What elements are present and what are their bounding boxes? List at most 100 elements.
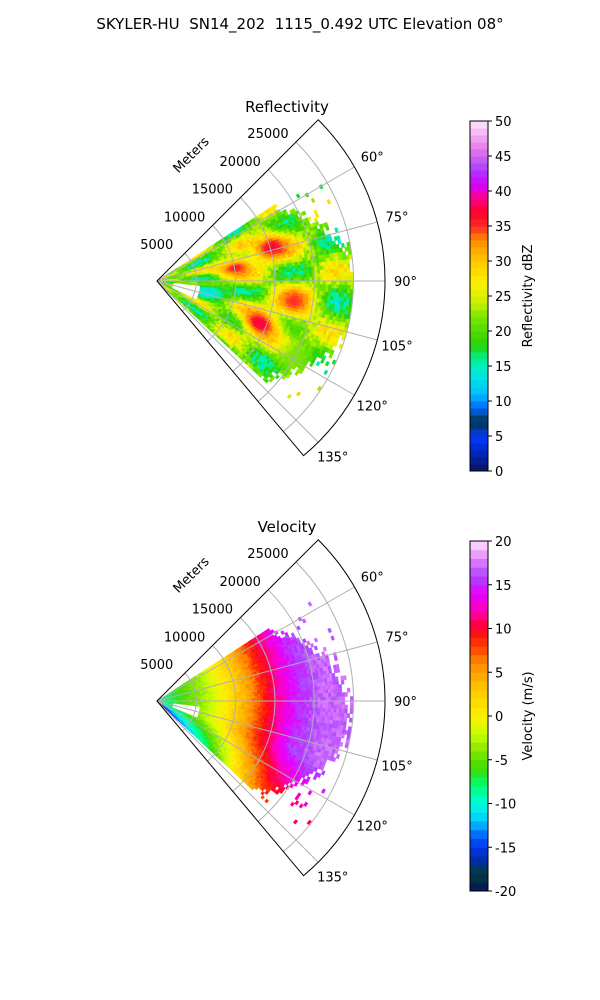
- angle-tick-label: 135°: [317, 451, 348, 466]
- angle-tick-label: 120°: [357, 399, 388, 414]
- angle-tick-label: 75°: [386, 631, 409, 646]
- colorbar-level: [470, 289, 488, 297]
- angle-tick-label: 60°: [361, 571, 384, 586]
- colorbar-level: [470, 759, 488, 769]
- colorbar-tick-label: 50: [495, 115, 512, 130]
- colorbar-level: [470, 261, 488, 269]
- colorbar-level: [470, 864, 488, 874]
- azimuth-line: [156, 221, 378, 282]
- radial-tick-label: 5000: [140, 658, 173, 673]
- colorbar-level: [470, 296, 488, 304]
- colorbar-label: Velocity (m/s): [521, 671, 536, 760]
- colorbar-level: [470, 212, 488, 220]
- colorbar-level: [470, 646, 488, 656]
- colorbar-level: [470, 170, 488, 178]
- colorbar-level: [470, 637, 488, 647]
- azimuth-line: [156, 700, 355, 816]
- angle-tick-label: 135°: [317, 871, 348, 886]
- colorbar-level: [470, 803, 488, 813]
- radial-tick-label: 10000: [164, 210, 205, 225]
- colorbar-level: [470, 394, 488, 402]
- colorbar-level: [470, 177, 488, 185]
- colorbar-level: [470, 163, 488, 171]
- azimuth-line: [156, 700, 319, 863]
- colorbar-level: [470, 882, 488, 892]
- azimuth-line: [156, 700, 378, 761]
- colorbar-label: Reflectivity dBZ: [521, 245, 536, 348]
- colorbar-level: [470, 663, 488, 673]
- colorbar-level: [470, 128, 488, 136]
- colorbar-level: [470, 698, 488, 708]
- colorbar-level: [470, 443, 488, 451]
- azimuth-line: [156, 586, 355, 702]
- chart-title: Reflectivity: [245, 98, 329, 116]
- colorbar-level: [470, 317, 488, 325]
- colorbar-tick-label: 20: [495, 325, 512, 340]
- colorbar-level: [470, 247, 488, 255]
- colorbar-level: [470, 373, 488, 381]
- colorbar-tick-label: -15: [495, 841, 516, 856]
- colorbar-level: [470, 198, 488, 206]
- colorbar-level: [470, 422, 488, 430]
- colorbar-level: [470, 768, 488, 778]
- polar-grid: [156, 141, 385, 443]
- colorbar-level: [470, 838, 488, 848]
- colorbar-tick-label: 15: [495, 579, 512, 594]
- colorbar-level: [470, 219, 488, 227]
- range-ring: [181, 252, 197, 312]
- radial-tick-label: 25000: [247, 547, 288, 562]
- colorbar-tick-label: 5: [495, 430, 503, 445]
- colorbar-level: [470, 742, 488, 752]
- colorbar-level: [470, 345, 488, 353]
- radial-tick-label: 5000: [140, 238, 173, 253]
- azimuth-line: [156, 166, 355, 282]
- colorbar-level: [470, 352, 488, 360]
- colorbar-level: [470, 576, 488, 586]
- range-ring: [232, 197, 276, 372]
- colorbar: -20 -15 -10 -5 0 5 10 15 20 Velocity (m/s): [469, 535, 536, 900]
- colorbar-tick-label: 30: [495, 255, 512, 270]
- angle-tick-label: 60°: [361, 151, 384, 166]
- angle-tick-label: 90°: [394, 695, 417, 710]
- colorbar-level: [470, 689, 488, 699]
- radial-tick-label: 20000: [220, 155, 261, 170]
- colorbar-level: [470, 716, 488, 726]
- figure-title: SKYLER-HU SN14_202 1115_0.492 UTC Elevat…: [96, 15, 504, 33]
- chart-title: Velocity: [258, 518, 317, 536]
- colorbar-level: [470, 331, 488, 339]
- colorbar-level: [470, 733, 488, 743]
- colorbar-tick-label: 20: [495, 535, 512, 550]
- colorbar-level: [470, 541, 488, 551]
- radial-tick-label: 15000: [192, 183, 233, 198]
- colorbar-level: [470, 436, 488, 444]
- colorbar-level: [470, 282, 488, 290]
- colorbar-level: [470, 777, 488, 787]
- radial-axis-label: Meters: [171, 554, 213, 596]
- colorbar-level: [470, 184, 488, 192]
- colorbar-level: [470, 233, 488, 241]
- range-ring: [207, 645, 237, 762]
- range-ring: [207, 225, 237, 342]
- colorbar-level: [470, 387, 488, 395]
- colorbar-level: [470, 619, 488, 629]
- radial-tick-label: 25000: [247, 127, 288, 142]
- colorbar-level: [470, 654, 488, 664]
- colorbar-tick-label: 0: [495, 465, 503, 480]
- data-field: [158, 601, 354, 826]
- colorbar-tick-label: 40: [495, 185, 512, 200]
- sector-outline: [156, 119, 386, 457]
- colorbar-level: [470, 672, 488, 682]
- radial-tick-label: 15000: [192, 603, 233, 618]
- colorbar-tick-label: 5: [495, 666, 503, 681]
- azimuth-line: [156, 280, 319, 443]
- colorbar-level: [470, 205, 488, 213]
- colorbar-level: [470, 429, 488, 437]
- colorbar-level: [470, 707, 488, 717]
- colorbar-level: [470, 254, 488, 262]
- colorbar-level: [470, 856, 488, 866]
- colorbar-level: [470, 359, 488, 367]
- colorbar-level: [470, 275, 488, 283]
- colorbar-level: [470, 794, 488, 804]
- colorbar-level: [470, 121, 488, 129]
- colorbar-level: [470, 380, 488, 388]
